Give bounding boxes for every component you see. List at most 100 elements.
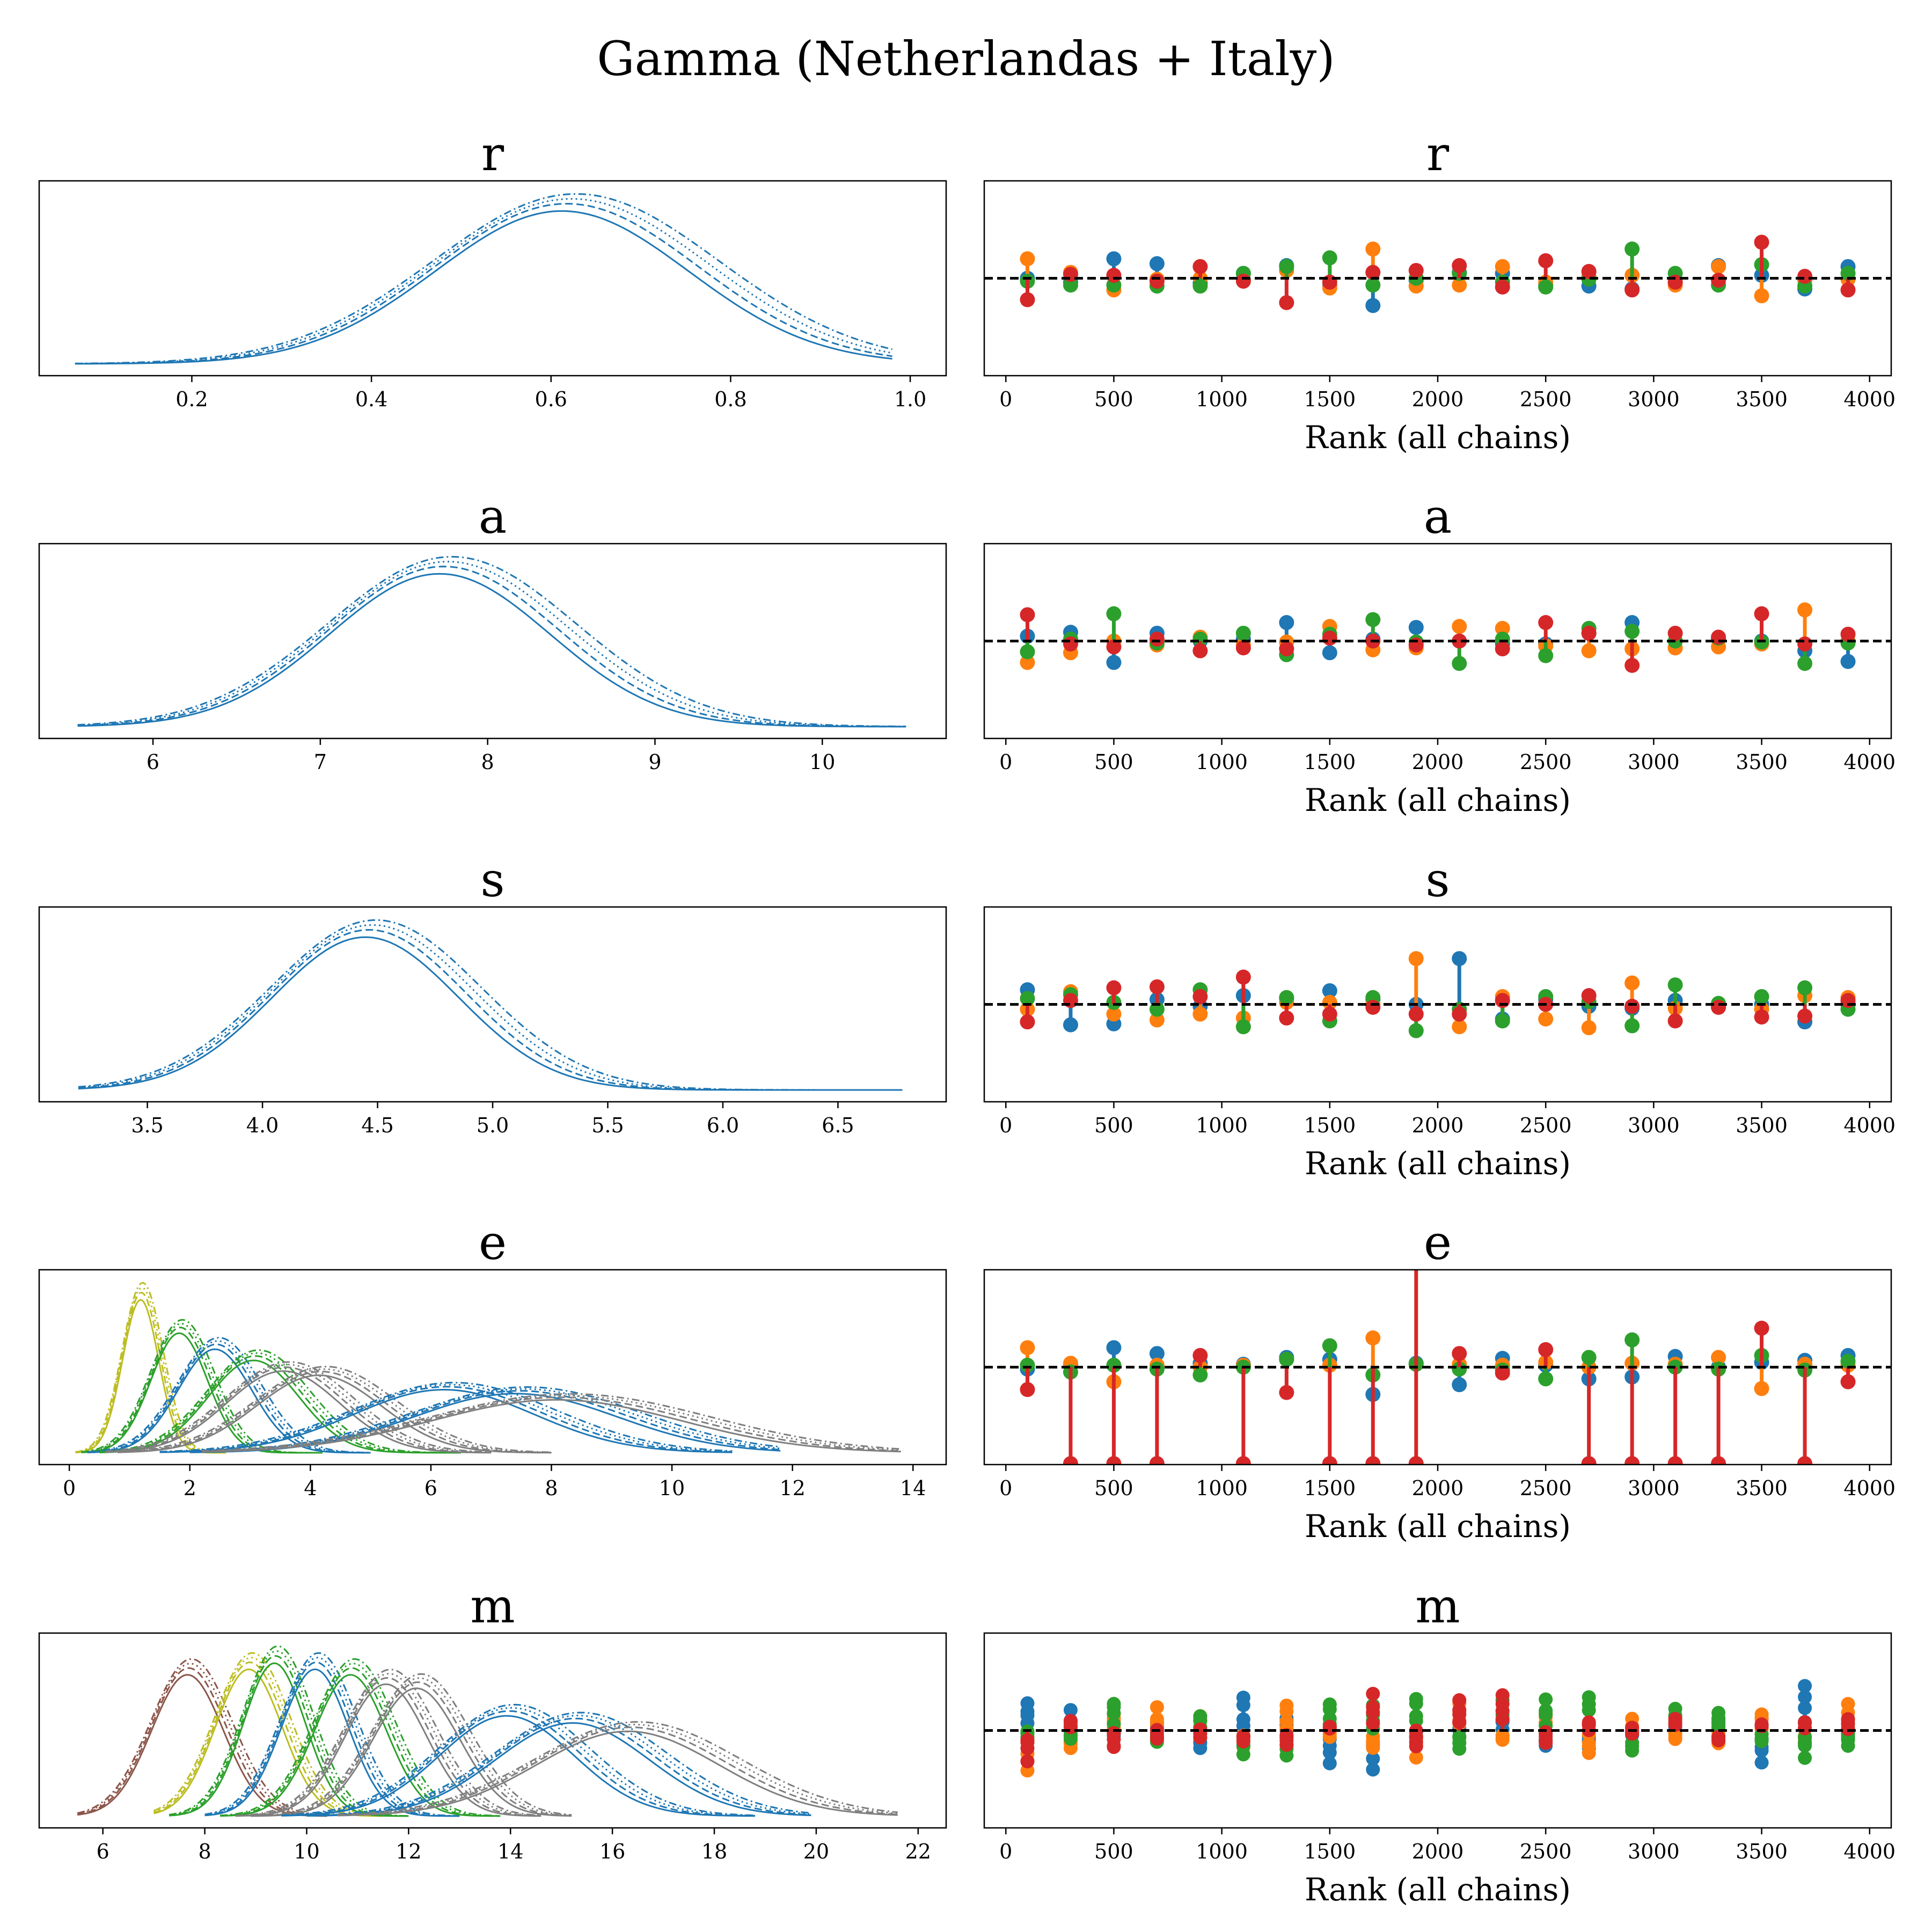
- rank-point-blue: [1106, 1340, 1122, 1356]
- x-tick-label: 0: [63, 1476, 76, 1500]
- rank-point-blue: [1754, 1755, 1769, 1770]
- rank-point-red: [1711, 999, 1726, 1015]
- rank-point-red: [1106, 980, 1122, 996]
- rank-point-green: [1841, 1739, 1855, 1753]
- plot-area-s-density: [78, 919, 903, 1091]
- rank-point-green: [1020, 1357, 1035, 1373]
- rank-point-red: [1452, 1703, 1467, 1717]
- rank-point-orange: [1841, 1697, 1855, 1711]
- rank-point-red: [1020, 607, 1035, 623]
- rank-point-red: [1322, 274, 1337, 290]
- x-tick-label: 2000: [1412, 387, 1464, 411]
- rank-point-orange: [1020, 251, 1035, 267]
- x-tick-label: 1.0: [894, 387, 926, 411]
- x-tick-label: 1500: [1304, 750, 1356, 774]
- rank-point-orange: [1754, 1381, 1769, 1396]
- rank-point-red: [1840, 1374, 1856, 1389]
- panel-frame-m-density: [38, 1632, 947, 1829]
- rank-point-red: [1106, 639, 1122, 655]
- x-tick-label: 1000: [1196, 1476, 1248, 1500]
- rank-point-blue: [1322, 983, 1337, 999]
- density-line-gray-chain-2: [105, 1366, 492, 1454]
- rank-point-red: [1538, 615, 1554, 631]
- rank-point-green: [1107, 1696, 1121, 1711]
- rank-point-orange: [1754, 1707, 1769, 1722]
- rank-point-green: [1235, 625, 1251, 641]
- density-line-gray-chain-2: [202, 1396, 901, 1453]
- rank-point-blue: [1452, 1377, 1467, 1393]
- panel-frame-r-density: [38, 180, 947, 377]
- rank-point-blue: [1322, 1745, 1337, 1760]
- x-tick-label: 0: [999, 1840, 1012, 1863]
- x-tick-label: 22: [905, 1840, 931, 1863]
- density-line-gray-chain-1: [117, 1374, 552, 1454]
- x-tick-label: 2000: [1412, 1476, 1464, 1500]
- rank-point-green: [1539, 1692, 1553, 1707]
- x-tick-label: 4.5: [361, 1114, 393, 1137]
- density-line-blue-chain-3: [189, 1388, 781, 1453]
- density-line-blue-chain-3: [87, 1340, 371, 1454]
- rank-point-blue: [1106, 251, 1122, 267]
- rank-point-orange: [1150, 1700, 1164, 1715]
- density-line-gray-chain-4: [250, 1673, 572, 1817]
- x-tick-label: 3500: [1736, 1840, 1788, 1863]
- rank-point-red: [1711, 1731, 1726, 1746]
- x-tick-label: 2500: [1520, 1114, 1572, 1137]
- density-line-green-chain-3: [169, 1650, 409, 1817]
- rank-point-red: [1063, 993, 1078, 1008]
- x-tick-label: 5.0: [477, 1114, 509, 1137]
- x-tick-label: 3000: [1628, 750, 1680, 774]
- x-tick-label: 3000: [1628, 1840, 1680, 1863]
- rank-point-red: [1840, 282, 1856, 298]
- rank-point-red: [1192, 1348, 1208, 1363]
- rank-point-orange: [1279, 1699, 1294, 1713]
- rank-point-red: [1020, 1382, 1035, 1397]
- x-tick-label: 2: [184, 1476, 196, 1500]
- x-tick-label: 3.5: [131, 1114, 163, 1137]
- rank-point-green: [1063, 277, 1078, 293]
- x-axis-label-m-rank: Rank (all chains): [1305, 1871, 1571, 1908]
- rank-point-green: [1235, 1019, 1251, 1035]
- rank-point-red: [1797, 636, 1813, 652]
- rank-point-orange: [1106, 1006, 1122, 1022]
- x-tick-label: 0: [999, 387, 1012, 411]
- rank-point-green: [1106, 1357, 1122, 1373]
- rank-point-red: [1020, 1754, 1035, 1769]
- panel-title-r-density: r: [481, 126, 504, 181]
- rank-point-red: [1279, 1010, 1294, 1026]
- x-tick-label: 8: [198, 1840, 211, 1863]
- x-tick-label: 1000: [1196, 1114, 1248, 1137]
- panel-frame-e-density: [38, 1269, 947, 1466]
- x-tick-label: 4: [304, 1476, 317, 1500]
- density-line-gray-chain-1: [250, 1687, 572, 1817]
- rank-point-red: [1754, 1320, 1769, 1336]
- rank-point-green: [1322, 1338, 1337, 1353]
- rank-point-orange: [1409, 1751, 1423, 1765]
- rank-point-blue: [1236, 1690, 1250, 1705]
- density-line-gray-chain-4: [235, 1668, 541, 1817]
- rank-point-red: [1582, 1715, 1596, 1730]
- rank-point-red: [1538, 253, 1554, 268]
- x-tick-label: 2000: [1412, 750, 1464, 774]
- rank-point-red: [1322, 631, 1337, 646]
- rank-point-green: [1667, 977, 1683, 993]
- x-tick-label: 10: [809, 750, 835, 774]
- rank-point-green: [1279, 1748, 1294, 1763]
- plot-area-e-density: [75, 1282, 901, 1454]
- rank-point-red: [1495, 1365, 1510, 1381]
- rank-point-orange: [1582, 1746, 1596, 1760]
- density-line-olive-chain-4: [75, 1282, 226, 1454]
- rank-point-orange: [1020, 655, 1035, 670]
- rank-point-red: [1711, 1456, 1726, 1465]
- x-tick-label: 12: [396, 1840, 421, 1863]
- x-tick-label: 3000: [1628, 387, 1680, 411]
- plot-area-s-rank: [984, 951, 1891, 1038]
- density-line-blue-chain-2: [204, 1661, 460, 1817]
- rank-point-red: [1106, 268, 1122, 283]
- density-line-blue-chain-4: [77, 555, 906, 728]
- rank-point-orange: [1668, 1730, 1682, 1744]
- density-line-blue-chain-4: [281, 1703, 756, 1817]
- rank-point-green: [1408, 1023, 1424, 1038]
- x-tick-label: 3500: [1736, 750, 1788, 774]
- x-tick-label: 10: [659, 1476, 685, 1500]
